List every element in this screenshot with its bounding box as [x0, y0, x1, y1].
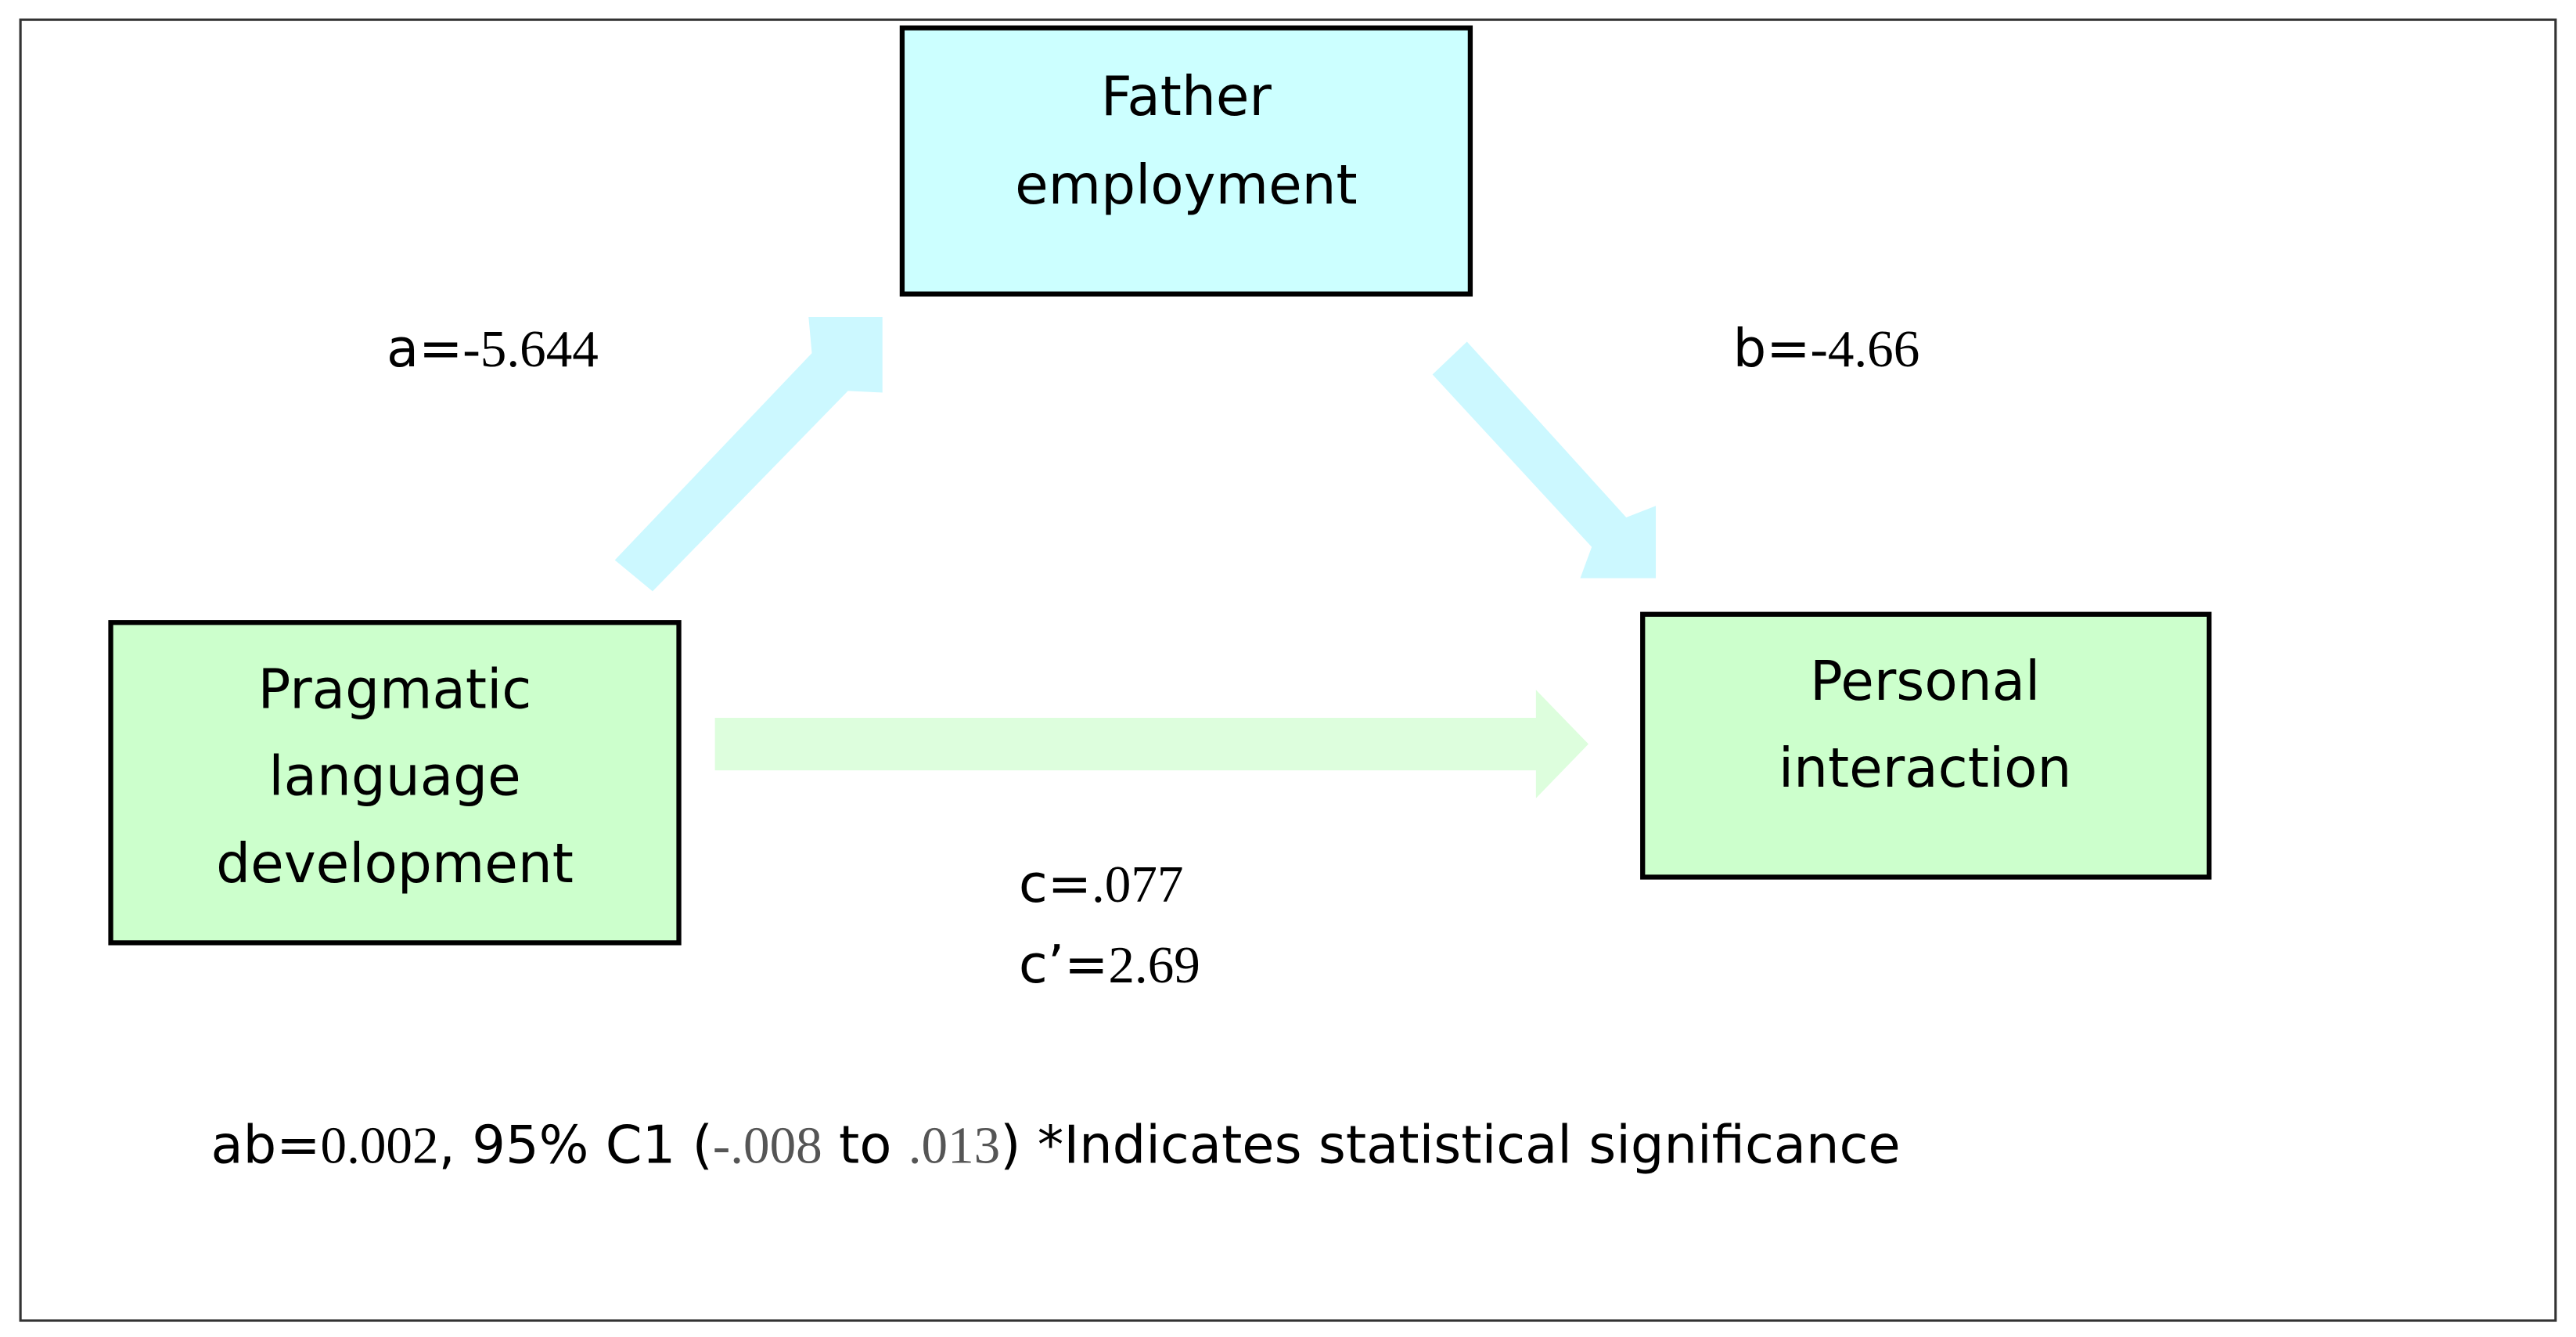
edge-label: a=-5.644 [387, 318, 599, 379]
arrow-c [714, 690, 1588, 798]
edge-value: -5.644 [462, 319, 598, 378]
footer-part: .013 [908, 1116, 1000, 1175]
node-label: Father [1101, 66, 1272, 128]
edge-name: a= [387, 318, 462, 379]
footer-part: -.008 [713, 1116, 822, 1175]
node-label: development [216, 833, 574, 896]
edge-name: b= [1733, 318, 1811, 379]
edge-label: c=.077 [1019, 853, 1184, 914]
edge-label: c’=2.69 [1019, 934, 1200, 995]
arrow-b [1432, 341, 1657, 578]
edge-name: c= [1019, 853, 1092, 914]
node-label: employment [1015, 154, 1358, 217]
edge-value: 2.69 [1108, 935, 1200, 994]
footer-part: 0.002 [321, 1116, 439, 1175]
edge-name: c’= [1019, 934, 1109, 995]
node-label: interaction [1779, 737, 2071, 800]
footer-part: , 95% C1 ( [439, 1115, 713, 1176]
node-label: language [268, 746, 520, 809]
footer-part: ) *Indicates statistical significance [1000, 1115, 1900, 1176]
arrow-a [614, 316, 883, 592]
footer: ab=0.002, 95% C1 (-.008 to .013) *Indica… [211, 1115, 1901, 1176]
edge-value: -4.66 [1810, 319, 1919, 378]
node-label: Personal [1810, 650, 2040, 713]
footer-part: to [822, 1115, 908, 1176]
node-box [108, 620, 682, 946]
edge-label: b=-4.66 [1733, 318, 1920, 379]
footer-part: ab= [211, 1115, 321, 1176]
node-box [899, 25, 1473, 297]
edge-value: .077 [1092, 855, 1183, 914]
node-box [1640, 611, 2212, 880]
node-label: Pragmatic [258, 658, 532, 721]
